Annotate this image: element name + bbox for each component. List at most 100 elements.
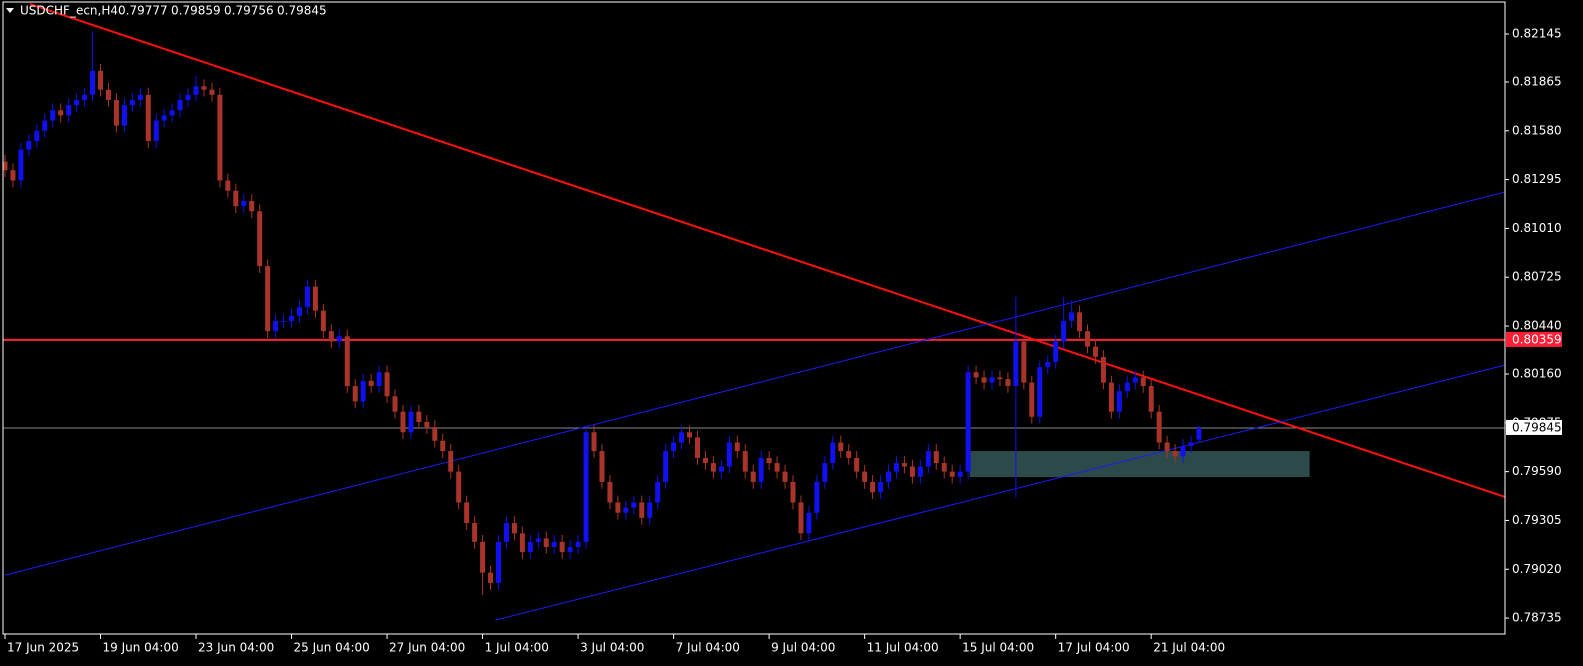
candle-body (121, 105, 127, 126)
candle-body (488, 572, 494, 583)
candle-body (527, 541, 533, 553)
candle-body (1100, 356, 1106, 383)
x-tick-label: 17 Jul 04:00 (1058, 641, 1130, 655)
y-tick-label: 0.80725 (1512, 270, 1562, 284)
candle-body (392, 396, 398, 412)
candle-body (1053, 341, 1059, 363)
y-tick-label: 0.81010 (1512, 221, 1562, 235)
candle-body (814, 481, 820, 513)
candle-body (663, 451, 669, 482)
candle-body (328, 331, 334, 342)
candle-body (1140, 377, 1146, 386)
candle-body (655, 481, 661, 503)
candle-body (503, 523, 509, 542)
candle-body (193, 86, 199, 95)
candle-body (34, 130, 40, 142)
candle-body (1132, 377, 1138, 383)
candle-body (368, 380, 374, 386)
symbol: USDCHF_ecn,H4 (20, 4, 118, 18)
candle-body (1037, 367, 1043, 417)
candle-body (1029, 382, 1035, 417)
candle-body (901, 463, 907, 467)
candle-body (145, 94, 151, 142)
candle-body (846, 451, 852, 458)
candle-body (782, 471, 788, 482)
candle-body (82, 94, 88, 100)
candle-body (750, 471, 756, 482)
candle-body (1021, 341, 1027, 383)
candle-body (718, 466, 724, 472)
price-label-box (1506, 331, 1562, 347)
y-tick-label: 0.80160 (1512, 367, 1562, 381)
candle-body (344, 336, 350, 386)
candle-body (249, 201, 255, 212)
high-value: 0.79859 (171, 4, 221, 18)
candle-body (758, 457, 764, 482)
candle-body (384, 372, 390, 397)
x-tick-label: 15 Jul 04:00 (962, 641, 1034, 655)
candle-body (583, 432, 589, 542)
y-tick-label: 0.80440 (1512, 319, 1562, 333)
y-tick-label: 0.82145 (1512, 27, 1562, 41)
candle-body (694, 437, 700, 458)
candle-body (909, 466, 915, 477)
x-tick-label: 21 Jul 04:00 (1153, 641, 1225, 655)
candle-body (1116, 391, 1122, 412)
candle-body (304, 286, 310, 308)
trend-line (495, 364, 1505, 621)
candle-body (1180, 445, 1186, 457)
candle-body (774, 463, 780, 472)
candle-body (822, 463, 828, 482)
x-tick-label: 25 Jun 04:00 (294, 641, 370, 655)
candle-body (416, 411, 422, 422)
candle-body (320, 310, 326, 332)
candle-body (941, 463, 947, 472)
candle-body (376, 372, 382, 386)
candle-body (878, 481, 884, 493)
candle-body (1148, 385, 1154, 412)
candle-body (742, 451, 748, 472)
low-value: 0.79756 (224, 4, 274, 18)
y-tick-label: 0.78735 (1512, 611, 1562, 625)
candle-body (1164, 442, 1170, 452)
candle-body (870, 481, 876, 493)
candle-body (575, 541, 581, 547)
candle-body (273, 320, 279, 332)
x-tick-label: 23 Jun 04:00 (198, 641, 274, 655)
candle-body (702, 457, 708, 464)
candle-body (1172, 451, 1178, 457)
candle-body (631, 502, 637, 508)
candle-body (925, 451, 931, 467)
candle-body (18, 149, 24, 181)
candle-body (1188, 442, 1194, 446)
candle-body (1005, 379, 1011, 386)
close-value: 0.79845 (277, 4, 327, 18)
candle-body (296, 307, 302, 316)
candle-body (1045, 362, 1051, 368)
candle-body (90, 70, 96, 95)
candle-body (981, 377, 987, 383)
candle-body (997, 377, 1003, 380)
candle-body (66, 105, 72, 116)
candle-body (74, 99, 80, 106)
y-tick-label: 0.79020 (1512, 562, 1562, 576)
candle-body (1069, 312, 1075, 321)
candle-body (647, 502, 653, 518)
candle-body (265, 266, 271, 332)
candle-body (201, 86, 207, 90)
candle-body (973, 372, 979, 378)
candle-body (98, 70, 104, 90)
candle-body (790, 481, 796, 503)
candle-body (432, 427, 438, 441)
candle-body (1124, 382, 1130, 392)
y-tick-label: 0.81865 (1512, 74, 1562, 88)
candle-body (933, 451, 939, 464)
candle-body (448, 451, 454, 472)
candle-body (710, 463, 716, 472)
candle-body (854, 457, 860, 472)
menu-triangle[interactable] (6, 8, 14, 13)
candle-body (281, 320, 287, 322)
candle-body (1077, 312, 1083, 332)
